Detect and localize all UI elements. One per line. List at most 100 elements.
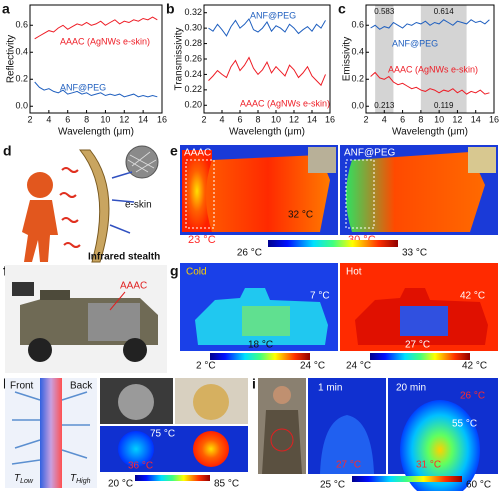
person — [273, 386, 291, 404]
y-axis-label: Transmissivity — [174, 28, 185, 91]
label: AAAC — [184, 148, 211, 159]
x-tick-label: 12 — [289, 114, 299, 124]
colorbar — [135, 475, 210, 481]
reflect-arrows — [109, 171, 135, 234]
series-line — [208, 56, 326, 87]
inset-sem — [125, 145, 159, 179]
y-tick-label: 0.4 — [15, 47, 28, 57]
y-tick-label: 0.2 — [15, 74, 28, 84]
circle — [270, 428, 294, 452]
aaac-patch — [88, 303, 140, 341]
scale-max: 42 °C — [462, 361, 487, 372]
band-value: 0.119 — [434, 101, 454, 110]
series-line — [370, 71, 490, 95]
x-tick-label: 10 — [434, 114, 444, 124]
t-high-sym: T — [70, 473, 77, 484]
sample-thermal — [118, 431, 154, 467]
series-label: AAAC (AgNWs e-skin) — [388, 64, 478, 74]
scale-min: 24 °C — [346, 361, 371, 372]
series-line — [208, 17, 326, 37]
scale-min: 20 °C — [108, 479, 133, 490]
y-tick-label: 0.26 — [184, 53, 202, 63]
scale-max: 33 °C — [402, 248, 427, 259]
band-value: 0.583 — [374, 7, 395, 16]
panel-label: e — [170, 143, 178, 159]
series-line — [34, 81, 158, 98]
panel-i: i 1 min 27 °C 20 min 26 °C 55 °C 31 °C 2… — [252, 376, 498, 491]
band-value: 0.213 — [374, 101, 395, 110]
x-tick-label: 16 — [157, 114, 167, 124]
caption: Infrared stealth — [88, 252, 160, 263]
person — [262, 410, 302, 474]
body — [400, 400, 480, 491]
label: ANF@PEG — [344, 148, 395, 159]
zoom-box — [185, 159, 215, 229]
patch — [400, 306, 448, 336]
panel-label: a — [2, 1, 10, 17]
sample-thermal — [193, 431, 229, 467]
panel-label: d — [3, 143, 12, 159]
arm — [346, 152, 485, 232]
tag: AAAC — [120, 281, 147, 292]
x-tick-label: 6 — [237, 114, 242, 124]
colorbar — [370, 353, 470, 360]
x-tick-label: 4 — [219, 114, 224, 124]
x-tick-label: 4 — [382, 114, 387, 124]
pointer — [109, 291, 126, 311]
x-tick-label: 6 — [400, 114, 405, 124]
x-tick-label: 10 — [100, 114, 110, 124]
temp: 26 °C — [460, 391, 485, 402]
temp: 75 °C — [150, 429, 175, 440]
scale-min: 2 °C — [196, 361, 216, 372]
t-low: TLow — [14, 473, 34, 485]
body — [320, 415, 374, 474]
panel-label: b — [166, 1, 175, 17]
person-head — [27, 172, 53, 198]
y-tick-label: 0.30 — [184, 23, 202, 33]
x-tick-label: 2 — [363, 114, 368, 124]
x-tick-label: 8 — [84, 114, 89, 124]
t-high: THigh — [70, 473, 91, 485]
panel-label: i — [252, 376, 256, 392]
inset-label: e-skin — [125, 200, 152, 211]
wheel — [28, 338, 52, 362]
x-tick-label: 14 — [138, 114, 148, 124]
scale-max: 24 °C — [300, 361, 325, 372]
temp: 31 °C — [416, 460, 441, 471]
time: 1 min — [318, 383, 342, 394]
charts: 2 4 6 8 10 12 14 16 0.0 0.2 0.4 0.6 Wavelength (μm) R… — [2, 1, 499, 138]
panel-e: e AAAC 32 °C 23 °C ANF@PEG 30 °C 26 °C 3… — [170, 143, 498, 259]
scale-max: 60 °C — [466, 480, 491, 491]
x-tick-label: 2 — [201, 114, 206, 124]
zoom-box — [345, 159, 375, 229]
person-body — [22, 200, 58, 262]
x-tick-label: 8 — [255, 114, 260, 124]
colorbar — [210, 353, 310, 360]
photo-inset — [468, 147, 496, 173]
band — [375, 5, 394, 113]
x-axis-label: Wavelength (μm) — [58, 127, 134, 138]
series-line — [370, 19, 490, 30]
wheel — [123, 338, 147, 362]
y-tick-label: 0.6 — [15, 20, 28, 30]
series-label: AAAC (AgNWs e-skin) — [240, 98, 330, 108]
y-tick-label: 0.28 — [184, 38, 202, 48]
temp: 27 °C — [405, 340, 430, 351]
colorbar — [352, 476, 462, 482]
temp: 18 °C — [248, 340, 273, 351]
colorbar — [268, 240, 398, 247]
photo-inset — [308, 147, 336, 173]
panel-d: d e-skin Infrared stealth — [3, 143, 160, 263]
temp: 27 °C — [336, 460, 361, 471]
temp: 23 °C — [188, 234, 216, 246]
y-tick-label: 0.0 — [15, 101, 28, 111]
x-tick-label: 10 — [271, 114, 281, 124]
panel-g: g Cold 7 °C 18 °C Hot 42 °C 27 °C 2 °C 2… — [170, 263, 498, 372]
x-tick-label: 14 — [307, 114, 317, 124]
turret — [40, 290, 70, 300]
scale-min: 26 °C — [237, 248, 262, 259]
temp: 55 °C — [452, 419, 477, 430]
inset — [12, 282, 34, 296]
x-tick-label: 8 — [418, 114, 423, 124]
